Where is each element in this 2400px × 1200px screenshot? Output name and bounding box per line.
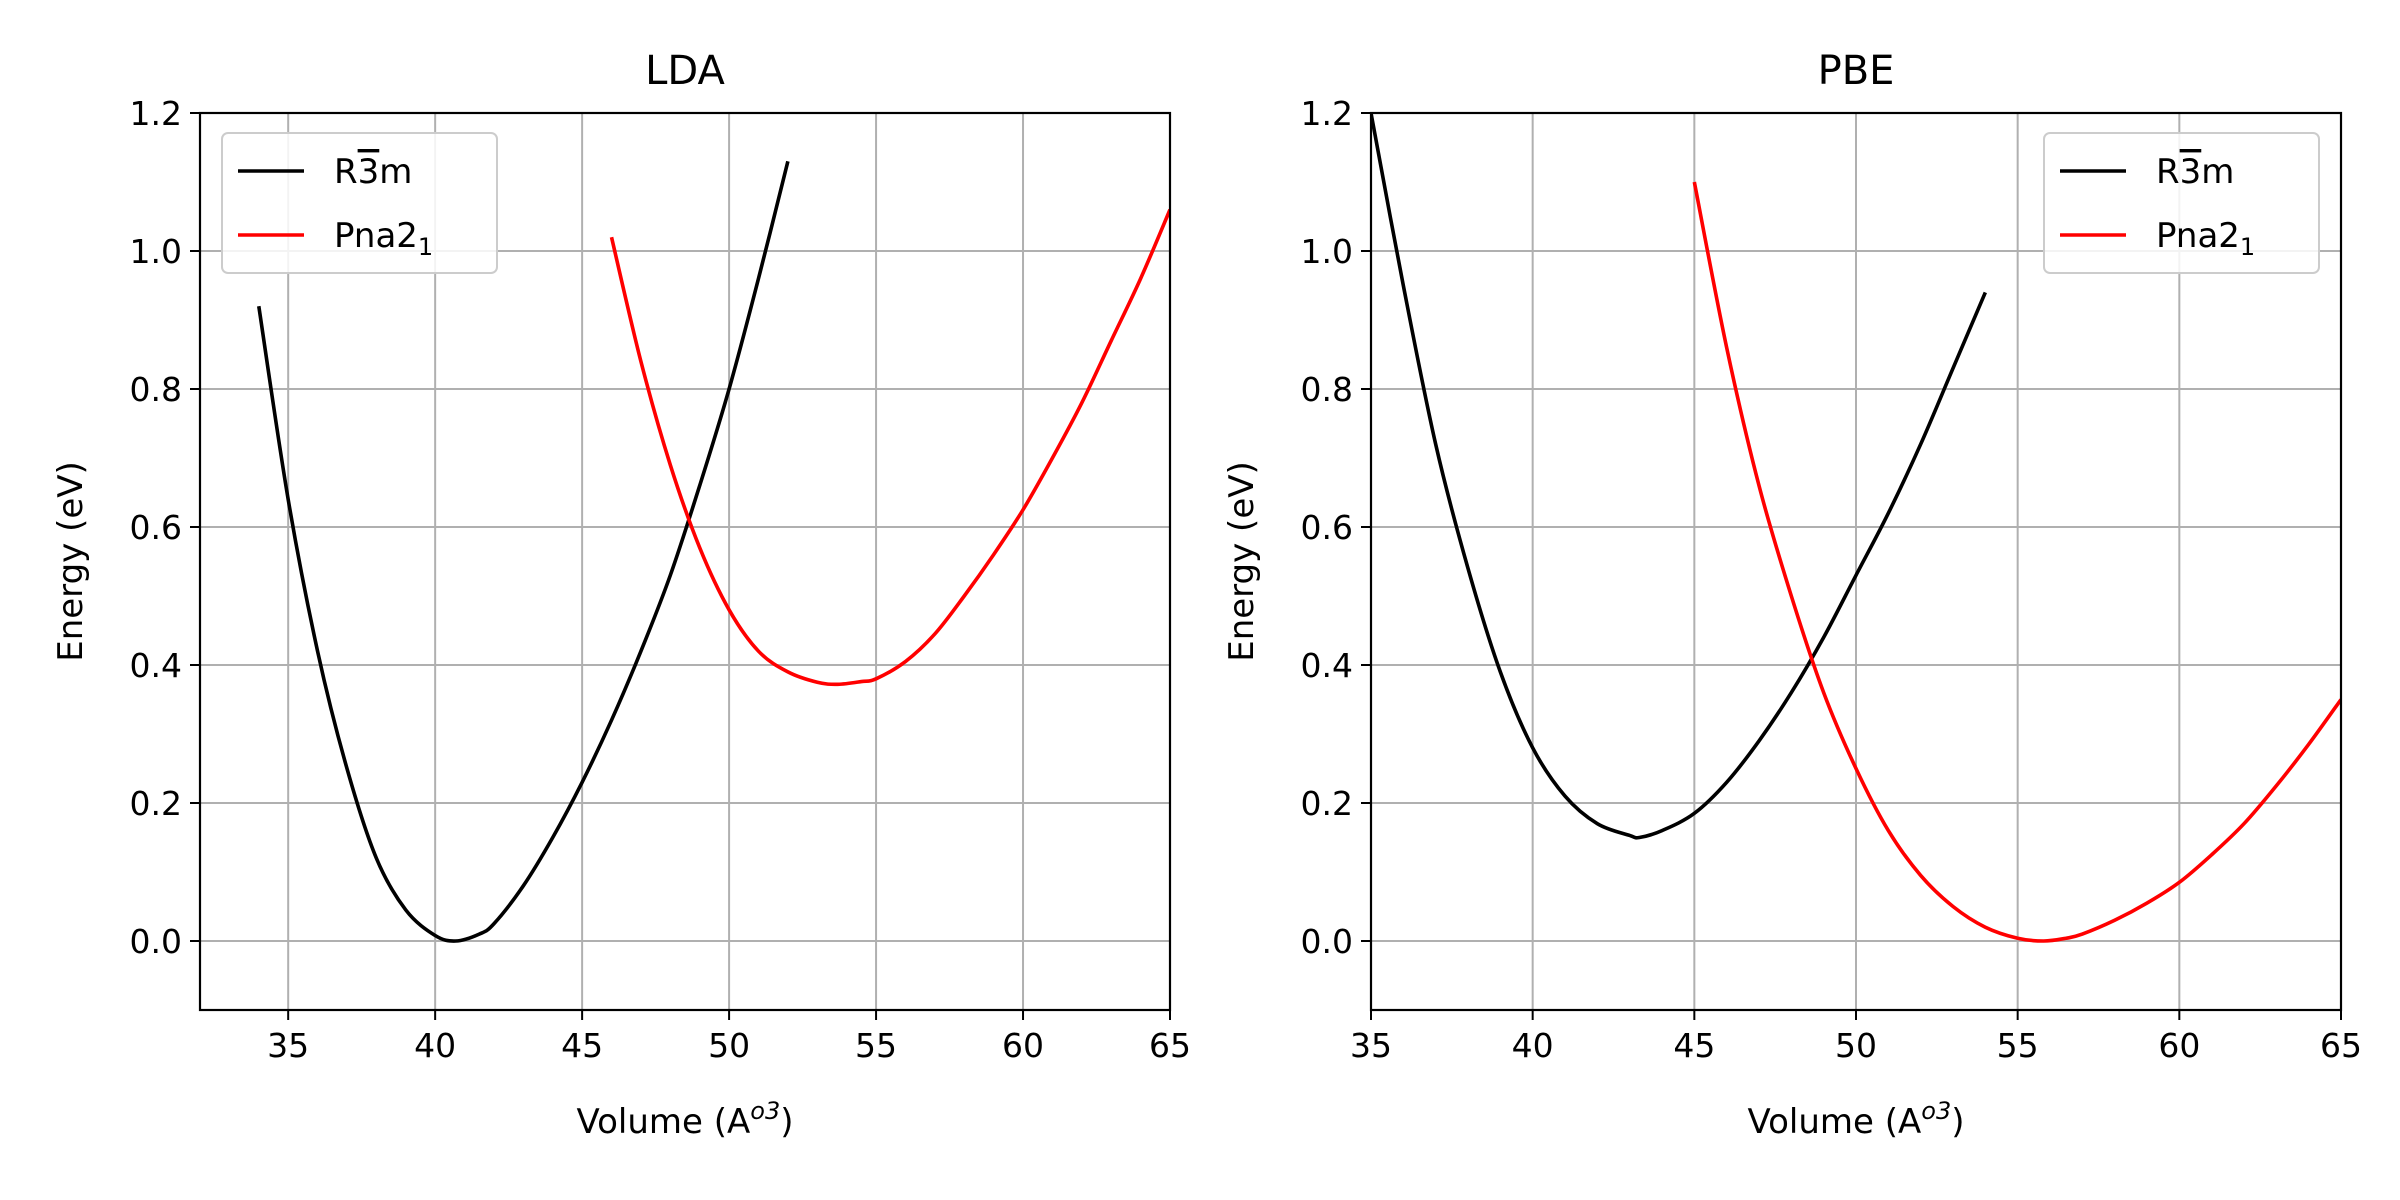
x-axis-label-main: Volume (A — [1747, 1102, 1921, 1142]
x-axis-label-sup: o3 — [750, 1097, 780, 1125]
x-tick-label: 35 — [1350, 1026, 1392, 1065]
legend-label-base: Pna2 — [334, 216, 418, 256]
legend-label-sub: 1 — [2240, 233, 2255, 261]
chart-title: LDA — [645, 48, 725, 94]
legend-label-base: R — [2156, 152, 2180, 192]
y-tick-label: 0.2 — [1301, 784, 1353, 823]
y-axis-label: Energy (eV) — [1222, 461, 1262, 662]
legend-label-1: Pna21 — [334, 216, 433, 261]
x-axis-label: Volume (Ao3) — [1747, 1097, 1964, 1142]
y-tick-label: 1.2 — [130, 94, 182, 133]
y-tick-label: 0.0 — [130, 922, 182, 961]
y-tick-label: 0.2 — [130, 784, 182, 823]
legend-label-0: R3m — [2156, 152, 2234, 192]
x-axis-label: Volume (Ao3) — [576, 1097, 793, 1142]
x-tick-label: 55 — [1997, 1026, 2039, 1065]
legend-label-base: R — [334, 152, 358, 192]
x-tick-label: 55 — [855, 1026, 897, 1065]
x-axis-label-end: ) — [780, 1102, 793, 1142]
legend-label-bar: 3 — [2180, 152, 2202, 192]
legend-label-0: R3m — [334, 152, 412, 192]
legend-label-1: Pna21 — [2156, 216, 2255, 261]
legend-label-bar: 3 — [358, 152, 380, 192]
series-line-0 — [1371, 113, 1987, 840]
legend-box — [221, 132, 498, 274]
x-tick-label: 45 — [561, 1026, 603, 1065]
y-tick-label: 1.2 — [1301, 94, 1353, 133]
x-tick-label: 35 — [267, 1026, 309, 1065]
legend-box — [2043, 132, 2320, 274]
x-tick-label: 65 — [1149, 1026, 1191, 1065]
x-axis-label-sup: o3 — [1921, 1097, 1951, 1125]
y-tick-label: 1.0 — [130, 232, 182, 271]
legend-label-sub: 1 — [418, 233, 433, 261]
x-tick-label: 65 — [2320, 1026, 2362, 1065]
plot-frame — [198, 111, 1172, 1012]
x-tick-label: 40 — [1512, 1026, 1554, 1065]
series-line-1 — [609, 208, 1170, 687]
x-tick-label: 50 — [708, 1026, 750, 1065]
chart-panel-0: 35 40 45 50 55 60 65 0.0 0.2 0.4 0.6 0.8 1.0 1.2 LDA Vo… — [51, 48, 1191, 1142]
x-tick-label: 45 — [1673, 1026, 1715, 1065]
legend: R3m Pna21 — [221, 132, 498, 274]
y-tick-label: 0.4 — [1301, 646, 1353, 685]
y-tick-label: 0.6 — [1301, 508, 1353, 547]
series-line-0 — [257, 160, 790, 943]
y-tick-label: 0.6 — [130, 508, 182, 547]
x-tick-label: 60 — [2158, 1026, 2200, 1065]
legend-label-rest: m — [2201, 152, 2234, 192]
series-line-1 — [1692, 181, 2341, 943]
legend-label-rest: m — [379, 152, 412, 192]
y-tick-label: 0.4 — [130, 646, 182, 685]
y-axis-label: Energy (eV) — [51, 461, 91, 662]
x-tick-label: 40 — [414, 1026, 456, 1065]
legend: R3m Pna21 — [2043, 132, 2320, 274]
y-tick-label: 0.8 — [1301, 370, 1353, 409]
x-tick-label: 50 — [1835, 1026, 1877, 1065]
x-axis-label-main: Volume (A — [576, 1102, 750, 1142]
y-tick-label: 0.0 — [1301, 922, 1353, 961]
y-tick-label: 0.8 — [130, 370, 182, 409]
x-axis-label-end: ) — [1951, 1102, 1964, 1142]
chart-panel-1: 35 40 45 50 55 60 65 0.0 0.2 0.4 0.6 0.8 1.0 1.2 PBE Vo… — [1222, 48, 2362, 1142]
chart-title: PBE — [1818, 48, 1895, 94]
x-tick-label: 60 — [1002, 1026, 1044, 1065]
y-tick-label: 1.0 — [1301, 232, 1353, 271]
legend-label-base: Pna2 — [2156, 216, 2240, 256]
